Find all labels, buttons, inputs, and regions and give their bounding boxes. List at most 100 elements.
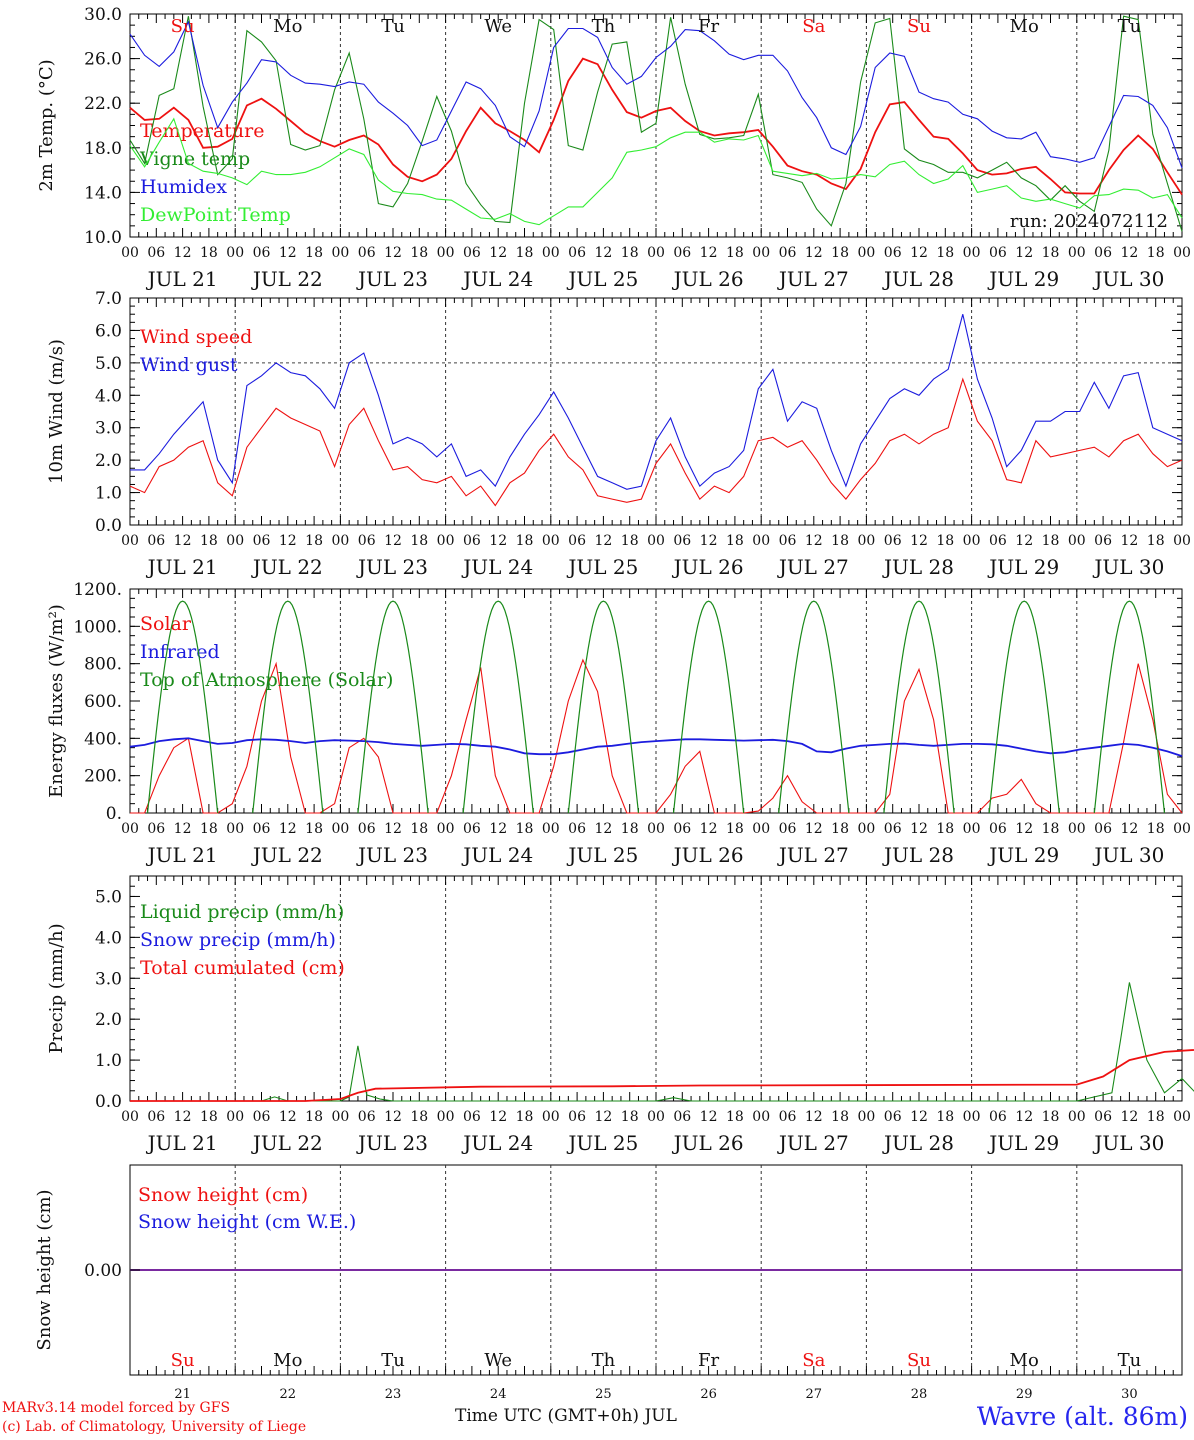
panel-3-hour-label: 12 [700,821,718,837]
panel-2-hour-label: 06 [989,533,1007,549]
panel-2-y-tick-label: 3.0 [95,419,122,439]
panel-2-date-label: JUL 25 [566,555,638,579]
panel-4-date-label: JUL 23 [356,1131,428,1155]
panel-2-hour-label: 12 [594,533,612,549]
panel-1-y-tick-label: 30.0 [84,5,122,25]
panel-1-hour-label: 18 [726,245,744,261]
panel-1-hour-label: 00 [542,245,560,261]
panel-2-hour-label: 00 [331,533,349,549]
panel-4-hour-label: 06 [779,1109,797,1125]
panel-4-hour-label: 12 [384,1109,402,1125]
panel-3-hour-label: 18 [621,821,639,837]
panel-3-hour-label: 12 [805,821,823,837]
panel-1-hour-label: 18 [516,245,534,261]
run-label: run: 2024072112 [1010,211,1168,232]
panel-1-hour-label: 00 [963,245,981,261]
day-number-label: 24 [490,1387,507,1402]
weekday-label-bottom: Tu [381,1350,405,1371]
panel-2-hour-label: 12 [279,533,297,549]
panel-3-legend-entry: Top of Atmosphere (Solar) [140,669,393,691]
panel-1-hour-label: 06 [568,245,586,261]
panel-3-hour-label: 18 [516,821,534,837]
panel-2-hour-label: 12 [174,533,192,549]
panel-4-y-label: Precip (mm/h) [46,923,67,1053]
model-credit: MARv3.14 model forced by GFS [2,1400,231,1416]
panel-4-hour-label: 18 [1147,1109,1165,1125]
location-label: Wavre (alt. 86m) [976,1402,1188,1431]
panel-3-hour-label: 00 [857,821,875,837]
panel-3-series-toa-solar-day [778,600,850,814]
panel-3-series-toa-solar-day [672,600,745,814]
weekday-label-bottom: Su [171,1350,195,1371]
weekday-label-bottom: Mo [273,1350,302,1371]
panel-1-date-label: JUL 25 [566,267,638,291]
panel-4-hour-label: 00 [752,1109,770,1125]
panel-3-hour-label: 18 [726,821,744,837]
panel-1-hour-label: 06 [989,245,1007,261]
panel-2-hour-label: 00 [1173,533,1191,549]
panel-2-date-label: JUL 28 [882,555,954,579]
panel-3-hour-label: 06 [463,821,481,837]
panel-2-hour-label: 12 [1120,533,1138,549]
weekday-label-top: Tu [381,16,405,37]
panel-4-hour-label: 18 [726,1109,744,1125]
panel-3-hour-label: 00 [752,821,770,837]
panel-1-hour-label: 06 [779,245,797,261]
panel-1-y-tick-label: 14.0 [84,183,122,203]
panel-4-hour-label: 00 [647,1109,665,1125]
panel-3-hour-label: 12 [384,821,402,837]
panel-1-y-tick-label: 10.0 [84,228,122,248]
panel-4-legend-entry: Total cumulated (cm) [140,957,345,979]
panel-1-hour-label: 00 [752,245,770,261]
panel-2-hour-label: 18 [726,533,744,549]
panel-1-hour-label: 18 [200,245,218,261]
panel-4-y-tick-label: 1.0 [95,1051,122,1071]
panel-3-series-toa-solar-day [1093,600,1166,814]
panel-2-hour-label: 18 [936,533,954,549]
weekday-label-bottom: Fr [698,1350,719,1371]
weekday-label-bottom: Sa [802,1350,825,1371]
panel-2-hour-label: 00 [226,533,244,549]
panel-3-y-tick-label: 1200. [73,580,122,600]
panel-3-hour-label: 00 [331,821,349,837]
panel-3-hour-label: 12 [174,821,192,837]
panel-2-hour-label: 06 [463,533,481,549]
panel-1-hour-label: 12 [279,245,297,261]
panel-1-hour-label: 18 [936,245,954,261]
panel-3-hour-label: 00 [1068,821,1086,837]
panel-4-date-label: JUL 26 [672,1131,744,1155]
day-number-label: 26 [700,1387,717,1402]
panel-3-hour-label: 12 [910,821,928,837]
panel-4-hour-label: 12 [805,1109,823,1125]
weekday-label-bottom: Mo [1010,1350,1039,1371]
weekday-label-top: Sa [802,16,825,37]
day-number-label: 28 [911,1387,928,1402]
weekday-label-top: Th [592,16,616,37]
panel-1-hour-label: 00 [437,245,455,261]
panel-4-hour-label: 00 [857,1109,875,1125]
panel-4-hour-label: 00 [542,1109,560,1125]
weekday-label-top: We [484,16,512,37]
panel-4-hour-label: 12 [1120,1109,1138,1125]
panel-3-hour-label: 00 [963,821,981,837]
panel-3-hour-label: 00 [647,821,665,837]
panel-4-hour-label: 12 [489,1109,507,1125]
panel-1-hour-label: 12 [1120,245,1138,261]
panel-3-hour-label: 18 [1042,821,1060,837]
panel-1-hour-label: 12 [805,245,823,261]
panel-2-date-label: JUL 21 [146,555,218,579]
day-number-label: 25 [595,1387,612,1402]
panel-3-hour-label: 12 [594,821,612,837]
panel-3-hour-label: 06 [568,821,586,837]
panel-2-hour-label: 18 [410,533,428,549]
panel-2-hour-label: 00 [1068,533,1086,549]
panel-1-legend-entry: DewPoint Temp [140,204,291,226]
panel-3-hour-label: 18 [410,821,428,837]
panel-1-hour-label: 06 [253,245,271,261]
panel-1-date-label: JUL 24 [461,267,533,291]
panel-2-date-label: JUL 24 [461,555,533,579]
panel-1-hour-label: 00 [331,245,349,261]
panel-3-y-tick-label: 400. [84,729,122,749]
panel-1-hour-label: 12 [594,245,612,261]
panel-2-hour-label: 06 [884,533,902,549]
